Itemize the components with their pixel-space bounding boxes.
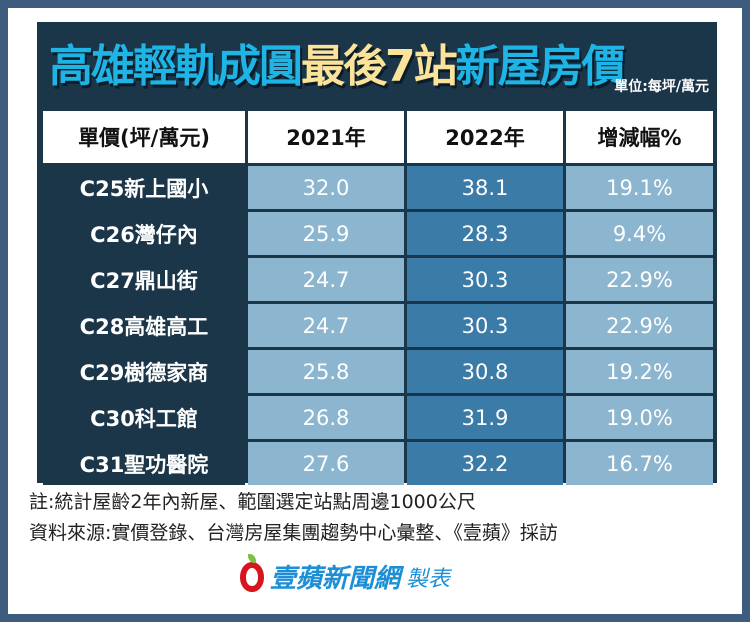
unit-label: 單位:每坪/萬元 [614, 79, 709, 95]
title-part3: 新屋房價 [455, 41, 626, 92]
column-header: 單價(坪/萬元) [43, 111, 245, 163]
footnote: 註:統計屋齡2年內新屋、範圍選定站點周邊1000公尺 [29, 491, 476, 513]
value-cell: 28.3 [407, 212, 563, 255]
value-cell: 31.9 [407, 396, 563, 439]
value-cell: 27.6 [248, 442, 404, 485]
value-cell: 30.3 [407, 258, 563, 301]
value-cell: 22.9% [566, 258, 713, 301]
value-cell: 30.8 [407, 350, 563, 393]
value-cell: 32.2 [407, 442, 563, 485]
title-highlight: 最後7站 [301, 41, 458, 92]
column-header: 2022年 [407, 111, 563, 163]
value-cell: 25.9 [248, 212, 404, 255]
station-cell: C31聖功醫院 [43, 442, 245, 485]
table-row: C31聖功醫院 27.6 32.2 16.7% [43, 442, 713, 485]
station-cell: C29樹德家商 [43, 350, 245, 393]
value-cell: 38.1 [407, 166, 563, 209]
table-row: C28高雄高工 24.7 30.3 22.9% [43, 304, 713, 347]
value-cell: 24.7 [248, 258, 404, 301]
value-cell: 32.0 [248, 166, 404, 209]
logo: 壹蘋新聞網 製表 [240, 553, 451, 595]
value-cell: 9.4% [566, 212, 713, 255]
column-header: 2021年 [248, 111, 404, 163]
value-cell: 26.8 [248, 396, 404, 439]
value-cell: 19.2% [566, 350, 713, 393]
column-header: 增減幅% [566, 111, 713, 163]
value-cell: 19.1% [566, 166, 713, 209]
station-cell: C30科工館 [43, 396, 245, 439]
value-cell: 19.0% [566, 396, 713, 439]
header-row: 單價(坪/萬元) 2021年 2022年 增減幅% [43, 111, 713, 163]
value-cell: 22.9% [566, 304, 713, 347]
price-table: 單價(坪/萬元) 2021年 2022年 增減幅% C25新上國小 32.0 38.1 19… [40, 108, 716, 488]
source-note: 資料來源:實價登錄、台灣房屋集團趨勢中心彙整、《壹蘋》採訪 [29, 522, 558, 544]
chart-title: 高雄輕軌成圓最後7站新屋房價 [49, 30, 626, 94]
brand-suffix: 製表 [406, 566, 451, 592]
apple-icon [240, 553, 264, 592]
value-cell: 30.3 [407, 304, 563, 347]
station-cell: C25新上國小 [43, 166, 245, 209]
station-cell: C28高雄高工 [43, 304, 245, 347]
station-cell: C26灣仔內 [43, 212, 245, 255]
table-row: C26灣仔內 25.9 28.3 9.4% [43, 212, 713, 255]
title-part1: 高雄輕軌成圓 [49, 41, 303, 92]
value-cell: 16.7% [566, 442, 713, 485]
table-panel: 高雄輕軌成圓最後7站新屋房價 單位:每坪/萬元 單價(坪/萬元) 2021年 202… [37, 22, 717, 485]
table-row: C29樹德家商 25.8 30.8 19.2% [43, 350, 713, 393]
value-cell: 24.7 [248, 304, 404, 347]
table-row: C27鼎山街 24.7 30.3 22.9% [43, 258, 713, 301]
table-row: C25新上國小 32.0 38.1 19.1% [43, 166, 713, 209]
value-cell: 25.8 [248, 350, 404, 393]
station-cell: C27鼎山街 [43, 258, 245, 301]
brand-name: 壹蘋新聞網 [270, 564, 401, 594]
table-row: C30科工館 26.8 31.9 19.0% [43, 396, 713, 439]
